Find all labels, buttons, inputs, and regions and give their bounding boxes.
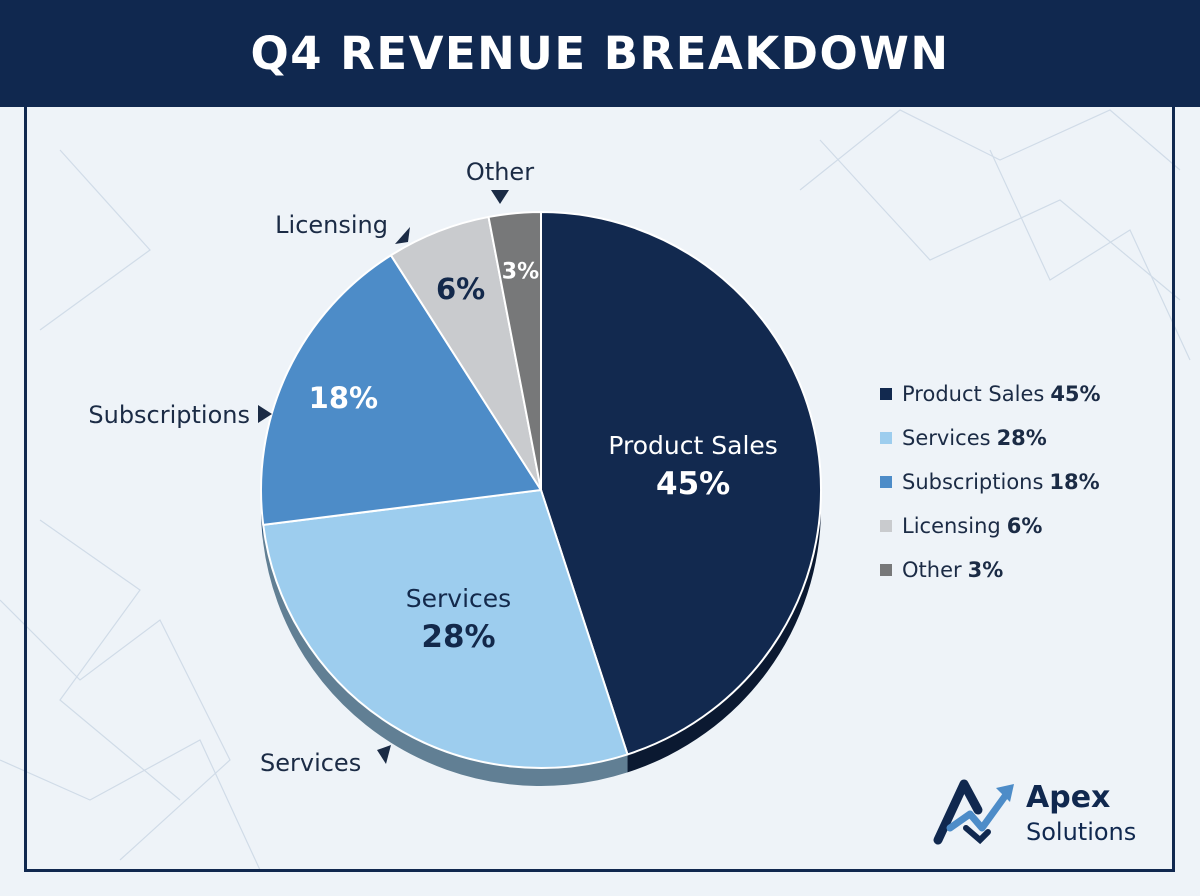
content-frame (24, 104, 1175, 872)
brand-name: Apex (1026, 780, 1111, 815)
callout-arrow-licensing (395, 227, 410, 244)
legend-label: Other (902, 558, 962, 582)
pie-slice-services (262, 489, 629, 769)
apex-arrow-icon (933, 779, 1014, 845)
callout-label-licensing: Licensing (275, 211, 388, 239)
legend-swatch-other (880, 564, 892, 576)
legend-item: Licensing 6% (880, 504, 1180, 548)
pie-slice-other (487, 211, 542, 491)
pie-slice-subscriptions (260, 254, 542, 526)
callout-label-subscriptions: Subscriptions (88, 401, 250, 429)
legend-swatch-subscriptions (880, 476, 892, 488)
legend-label: Product Sales (902, 382, 1045, 406)
legend-value: 3% (967, 558, 1004, 582)
slice-value-label: 18% (309, 381, 378, 415)
legend-label: Subscriptions (902, 470, 1044, 494)
chart-legend: Product Sales 45% Services 28% Subscript… (880, 372, 1180, 592)
slice-value-label: 3% (502, 259, 539, 284)
callout-arrow-services (377, 745, 391, 764)
callout-label-services: Services (260, 749, 361, 777)
callout-arrow-subscriptions (258, 405, 272, 423)
slice-value-label: 28% (421, 619, 495, 655)
legend-swatch-product-sales (880, 388, 892, 400)
legend-swatch-licensing (880, 520, 892, 532)
pie-slice-product-sales (540, 211, 822, 756)
legend-swatch-services (880, 432, 892, 444)
legend-value: 45% (1050, 382, 1101, 406)
header-bar: Q4 REVENUE BREAKDOWN (0, 0, 1200, 107)
legend-item: Subscriptions 18% (880, 460, 1180, 504)
page-title: Q4 REVENUE BREAKDOWN (250, 27, 950, 80)
callout-label-other: Other (466, 158, 534, 186)
legend-item: Other 3% (880, 548, 1180, 592)
legend-item: Services 28% (880, 416, 1180, 460)
brand-tagline: Solutions (1026, 818, 1137, 846)
slice-value-label: 45% (656, 466, 730, 502)
slice-name-label: Product Sales (608, 431, 777, 460)
legend-item: Product Sales 45% (880, 372, 1180, 416)
legend-value: 18% (1049, 470, 1100, 494)
legend-label: Services (902, 426, 991, 450)
legend-value: 6% (1006, 514, 1043, 538)
legend-label: Licensing (902, 514, 1001, 538)
brand-logo: Apex Solutions (930, 770, 1170, 850)
slice-name-label: Services (406, 584, 511, 613)
callout-arrow-other (491, 190, 509, 204)
legend-value: 28% (996, 426, 1047, 450)
slice-value-label: 6% (436, 272, 485, 306)
